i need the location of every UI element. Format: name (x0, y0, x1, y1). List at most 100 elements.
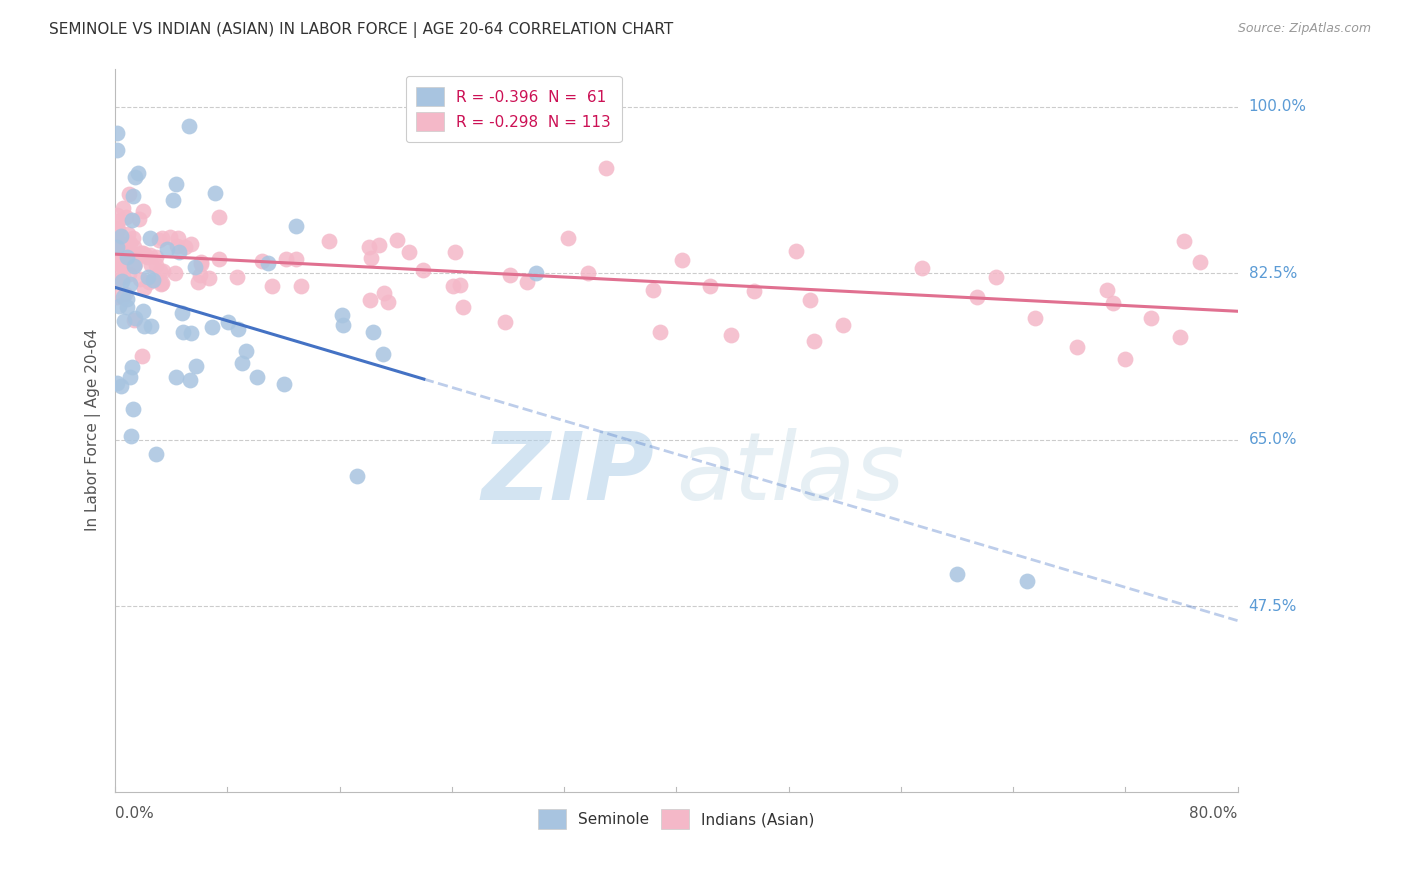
Point (643, 283, 665, 297)
Point (129, 271, 152, 285)
Point (118, 186, 141, 201)
Point (262, 279, 284, 293)
Point (105, 224, 128, 238)
Point (120, 246, 142, 260)
Point (150, 277, 173, 291)
Point (132, 246, 155, 260)
Point (105, 376, 128, 391)
Point (128, 212, 150, 227)
Point (720, 327, 742, 342)
Point (226, 321, 249, 335)
Point (148, 234, 170, 248)
Point (1168, 330, 1191, 344)
Point (671, 253, 693, 268)
Point (1173, 235, 1195, 249)
Text: 80.0%: 80.0% (1189, 806, 1237, 822)
Point (225, 270, 247, 285)
Text: SEMINOLE VS INDIAN (ASIAN) IN LABOR FORCE | AGE 20-64 CORRELATION CHART: SEMINOLE VS INDIAN (ASIAN) IN LABOR FORC… (49, 22, 673, 38)
Text: atlas: atlas (676, 428, 904, 519)
Point (290, 278, 312, 293)
Point (105, 222, 128, 236)
Point (499, 268, 522, 282)
Point (1102, 295, 1125, 310)
Point (252, 254, 274, 268)
Point (576, 266, 599, 280)
Point (138, 275, 160, 289)
Point (105, 144, 128, 158)
Point (984, 269, 1007, 284)
Point (208, 210, 231, 224)
Point (803, 334, 825, 348)
Point (373, 285, 395, 300)
Point (112, 314, 135, 328)
Point (139, 231, 162, 245)
Point (105, 290, 128, 304)
Point (831, 318, 853, 332)
Point (111, 269, 134, 284)
Text: 100.0%: 100.0% (1249, 99, 1306, 114)
Point (110, 236, 132, 251)
Point (110, 229, 132, 244)
Point (152, 263, 174, 277)
Point (162, 193, 184, 207)
Point (398, 244, 420, 259)
Point (650, 325, 672, 339)
Point (111, 202, 134, 216)
Point (799, 293, 821, 308)
Point (131, 349, 153, 363)
Point (1097, 284, 1119, 298)
Point (105, 126, 128, 140)
Point (120, 235, 142, 250)
Point (285, 219, 308, 233)
Point (124, 311, 146, 326)
Point (346, 469, 368, 483)
Point (132, 304, 155, 318)
Point (165, 370, 187, 384)
Point (141, 318, 163, 333)
Point (122, 239, 145, 253)
Point (966, 291, 988, 305)
Point (332, 318, 354, 332)
Point (105, 273, 128, 287)
Point (139, 248, 162, 262)
Point (145, 447, 167, 461)
Point (141, 258, 163, 272)
Point (946, 567, 969, 582)
Point (208, 252, 231, 266)
Point (122, 231, 145, 245)
Point (387, 234, 409, 248)
Point (1140, 310, 1163, 325)
Point (148, 264, 170, 278)
Point (145, 250, 167, 264)
Point (524, 267, 547, 281)
Point (114, 210, 136, 224)
Point (159, 230, 181, 244)
Point (150, 231, 173, 245)
Point (122, 259, 145, 273)
Point (318, 234, 340, 248)
Point (167, 244, 190, 259)
Point (911, 260, 934, 275)
Point (273, 376, 295, 391)
Point (163, 266, 186, 280)
Point (135, 251, 157, 265)
Text: Source: ZipAtlas.com: Source: ZipAtlas.com (1237, 22, 1371, 36)
Point (132, 203, 155, 218)
Point (117, 267, 139, 281)
Point (105, 240, 128, 254)
Point (107, 299, 129, 313)
Point (107, 222, 129, 236)
Point (170, 306, 193, 320)
Point (180, 236, 202, 251)
Point (166, 239, 188, 253)
Point (285, 252, 308, 266)
Point (112, 244, 135, 259)
Point (129, 246, 152, 260)
Text: 82.5%: 82.5% (1249, 266, 1296, 281)
Point (246, 370, 269, 384)
Point (124, 169, 146, 184)
Point (441, 278, 464, 293)
Point (516, 275, 538, 289)
Point (276, 252, 298, 267)
Point (114, 286, 136, 301)
